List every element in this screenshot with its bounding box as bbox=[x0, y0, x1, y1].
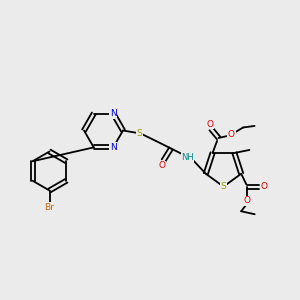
Text: O: O bbox=[158, 161, 166, 170]
Text: O: O bbox=[206, 120, 213, 129]
Text: N: N bbox=[110, 143, 117, 152]
Text: NH: NH bbox=[181, 153, 194, 162]
Text: Br: Br bbox=[45, 202, 54, 211]
Text: O: O bbox=[228, 130, 235, 139]
Text: N: N bbox=[110, 109, 117, 118]
Text: S: S bbox=[136, 129, 142, 138]
Text: S: S bbox=[220, 182, 226, 191]
Text: O: O bbox=[260, 182, 268, 191]
Text: O: O bbox=[244, 196, 251, 205]
